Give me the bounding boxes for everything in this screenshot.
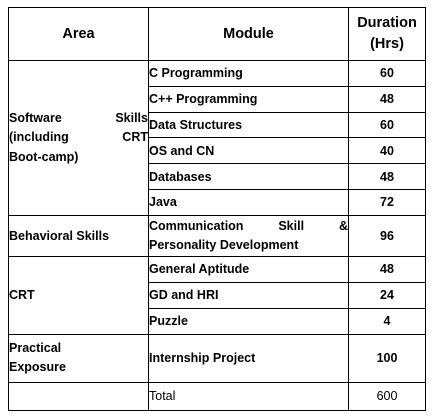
- area-behavioral-skills: Behavioral Skills: [8, 214, 149, 257]
- area-line: (including CRT: [9, 130, 148, 145]
- module-cell: Internship Project: [148, 333, 349, 383]
- area-line: Exposure: [9, 360, 66, 375]
- curriculum-table: Area Module Duration (Hrs) Software Skil…: [8, 7, 426, 411]
- total-blank-cell: [8, 381, 149, 411]
- area-crt: CRT: [8, 255, 149, 335]
- table-row: Behavioral Skills Communication Skill & …: [8, 214, 426, 257]
- duration-cell: 48: [348, 163, 426, 190]
- header-duration-line1: Duration: [357, 14, 417, 31]
- module-cell: Java: [148, 188, 349, 216]
- total-row: Total 600: [8, 381, 426, 411]
- area-software-skills: Software Skills (including CRT Boot-camp…: [8, 60, 149, 216]
- module-cell: GD and HRI: [148, 281, 349, 309]
- duration-cell: 96: [348, 214, 426, 257]
- module-line: Communication Skill &: [149, 219, 348, 234]
- header-duration-line2: (Hrs): [370, 36, 404, 52]
- duration-cell: 48: [348, 85, 426, 113]
- area-line: Practical: [9, 340, 62, 355]
- duration-cell: 4: [348, 307, 426, 335]
- table-row: Databases 48: [9, 163, 426, 190]
- area-line: Software Skills: [9, 110, 148, 125]
- table-row: Java 72: [9, 188, 426, 216]
- duration-cell: 72: [348, 188, 426, 216]
- header-duration: Duration (Hrs): [348, 7, 426, 61]
- area-line: Boot-camp): [9, 149, 79, 164]
- table-row: Practical Exposure Internship Project 10…: [8, 333, 426, 383]
- table-row: GD and HRI 24: [9, 281, 426, 309]
- duration-cell: 48: [348, 255, 426, 283]
- module-cell: Communication Skill & Personality Develo…: [148, 214, 349, 257]
- table-header-row: Area Module Duration (Hrs): [8, 7, 426, 61]
- duration-cell: 24: [348, 281, 426, 309]
- duration-cell: 60: [348, 60, 426, 87]
- module-cell: General Aptitude: [148, 255, 349, 283]
- table-row: C++ Programming 48: [9, 85, 426, 113]
- duration-cell: 100: [348, 333, 426, 383]
- table-row: CRT General Aptitude 48: [8, 255, 426, 335]
- module-cell: Data Structures: [148, 111, 349, 139]
- header-module: Module: [148, 7, 349, 61]
- table-row: Puzzle 4: [9, 307, 426, 335]
- table-row: OS and CN 40: [9, 137, 426, 165]
- module-cell: Puzzle: [148, 307, 349, 335]
- duration-cell: 40: [348, 137, 426, 165]
- module-cell: C Programming: [148, 60, 349, 87]
- module-cell: C++ Programming: [148, 85, 349, 113]
- module-line: Personality Development: [149, 237, 299, 252]
- total-label: Total: [148, 381, 349, 411]
- area-practical-exposure: Practical Exposure: [8, 333, 149, 383]
- module-cell: Databases: [148, 163, 349, 190]
- total-value: 600: [348, 381, 426, 411]
- header-area: Area: [8, 7, 149, 61]
- module-cell: OS and CN: [148, 137, 349, 165]
- duration-cell: 60: [348, 111, 426, 139]
- table-row: Software Skills (including CRT Boot-camp…: [8, 60, 426, 216]
